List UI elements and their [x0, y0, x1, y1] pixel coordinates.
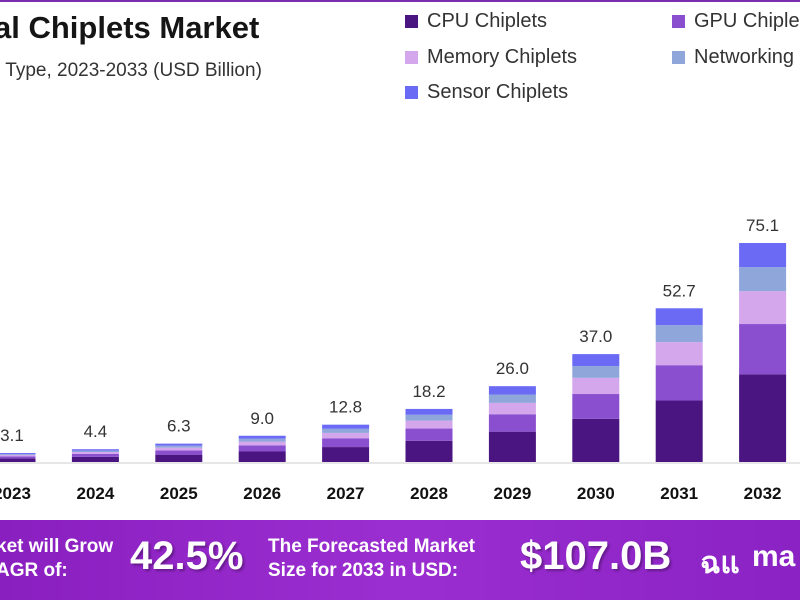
bar-segment-2027-4: [322, 424, 370, 429]
x-tick-2029: 2029: [493, 484, 531, 503]
bar-segment-2024-2: [71, 451, 119, 454]
legend-label: CPU Chiplets: [427, 10, 548, 32]
bar-segment-2027-2: [322, 432, 370, 439]
bar-segment-2030-0: [572, 418, 620, 462]
bar-segment-2029-0: [488, 431, 536, 462]
bar-segment-2024-0: [71, 456, 119, 462]
bar-segment-2023-0: [0, 458, 36, 462]
legend-swatch: [405, 51, 418, 64]
footer-banner: ket will Grow AGR of: 42.5% The Forecast…: [0, 520, 800, 600]
legend-label: Memory Chiplets: [427, 46, 578, 68]
bar-segment-2031-4: [655, 308, 703, 326]
bar-segment-2028-4: [405, 408, 453, 415]
data-label-2028: 18.2: [412, 382, 445, 401]
bar-segment-2024-3: [71, 450, 119, 452]
bar-segment-2030-2: [572, 377, 620, 395]
bar-segment-2028-1: [405, 428, 453, 441]
bar-segment-2030-1: [572, 394, 620, 419]
legend-gpu: GPU Chiple: [672, 10, 800, 33]
bar-segment-2023-4: [0, 452, 36, 454]
bar-segment-2030-4: [572, 354, 620, 366]
x-tick-2024: 2024: [76, 484, 114, 503]
bar-segment-2031-2: [655, 342, 703, 366]
bar-segment-2031-3: [655, 325, 703, 343]
bar-segment-2025-2: [155, 447, 203, 451]
data-label-2026: 9.0: [250, 409, 274, 428]
chart-subtitle: r Type, 2023-2033 (USD Billion): [0, 60, 262, 81]
x-tick-2025: 2025: [160, 484, 198, 503]
legend-swatch: [672, 15, 685, 28]
bar-segment-2023-2: [0, 454, 36, 457]
legend-label: GPU Chiple: [694, 10, 800, 32]
bar-segment-2025-0: [155, 454, 203, 462]
forecast-label-1: The Forecasted Market: [268, 536, 475, 557]
bar-segment-2026-2: [238, 441, 286, 446]
data-label-2025: 6.3: [167, 417, 191, 436]
legend-memory: Memory Chiplets: [405, 46, 577, 69]
bar-segment-2029-4: [488, 386, 536, 395]
forecast-value: $107.0B: [520, 534, 672, 578]
x-tick-2026: 2026: [243, 484, 281, 503]
bar-segment-2029-2: [488, 402, 536, 415]
legend-label: Sensor Chiplets: [427, 81, 569, 103]
data-label-2032: 75.1: [746, 216, 779, 235]
data-label-2024: 4.4: [84, 422, 108, 441]
bar-segment-2025-4: [155, 443, 203, 446]
bar-segment-2032-2: [739, 291, 787, 325]
legend-label: Networking: [694, 46, 795, 68]
data-label-2029: 26.0: [496, 359, 529, 378]
logo-text: ma: [752, 540, 796, 573]
bar-segment-2027-0: [322, 447, 370, 462]
bar-segment-2031-1: [655, 365, 703, 401]
chart-title: al Chiplets Market: [0, 10, 260, 45]
bar-segment-2026-1: [238, 445, 286, 452]
legend-networking: Networking: [672, 46, 794, 69]
x-tick-2032: 2032: [744, 484, 782, 503]
x-tick-2028: 2028: [410, 484, 448, 503]
bar-segment-2025-1: [155, 450, 203, 455]
bar-segment-2032-4: [739, 243, 787, 268]
x-tick-2027: 2027: [327, 484, 365, 503]
bar-segment-2026-0: [238, 451, 286, 462]
bar-segment-2032-1: [739, 324, 787, 375]
legend-swatch: [405, 86, 418, 99]
forecast-label-2: Size for 2033 in USD:: [268, 560, 459, 581]
cagr-label-2: AGR of:: [0, 560, 68, 581]
bar-segment-2029-1: [488, 414, 536, 432]
bar-segment-2023-3: [0, 453, 36, 455]
logo-icon: ฉแ: [700, 547, 740, 580]
bar-segment-2032-0: [739, 374, 787, 462]
legend-swatch: [405, 15, 418, 28]
x-tick-2030: 2030: [577, 484, 615, 503]
cagr-label-1: ket will Grow: [0, 536, 114, 557]
data-label-2031: 52.7: [663, 281, 696, 300]
bar-segment-2031-0: [655, 400, 703, 462]
bar-segment-2025-3: [155, 445, 203, 448]
stacked-bar-chart: 3.1 2023 4.4 2024 6.3 2025 9.0 2026 12.8 2027 18.2…: [0, 216, 800, 503]
bar-segment-2028-3: [405, 414, 453, 421]
data-label-2023: 3.1: [0, 426, 24, 445]
bar-segment-2029-3: [488, 394, 536, 403]
legend-cpu: CPU Chiplets: [405, 10, 547, 33]
bar-segment-2028-2: [405, 420, 453, 429]
data-label-2027: 12.8: [329, 398, 362, 417]
bar-segment-2026-3: [238, 438, 286, 442]
bar-segment-2028-0: [405, 440, 453, 462]
data-label-2030: 37.0: [579, 327, 612, 346]
legend-swatch: [672, 51, 685, 64]
bar-segment-2027-1: [322, 438, 370, 448]
top-accent-line: [0, 0, 800, 2]
bar-segment-2032-3: [739, 267, 787, 292]
bar-segment-2026-4: [238, 435, 286, 439]
bar-segment-2027-3: [322, 428, 370, 433]
x-tick-2023: 2023: [0, 484, 31, 503]
x-tick-2031: 2031: [660, 484, 698, 503]
bar-segment-2024-4: [71, 449, 119, 451]
bar-segment-2023-1: [0, 456, 36, 459]
bar-segment-2030-3: [572, 365, 620, 378]
legend-sensor: Sensor Chiplets: [405, 81, 568, 104]
cagr-value: 42.5%: [130, 534, 244, 578]
bar-segment-2024-1: [71, 453, 119, 457]
